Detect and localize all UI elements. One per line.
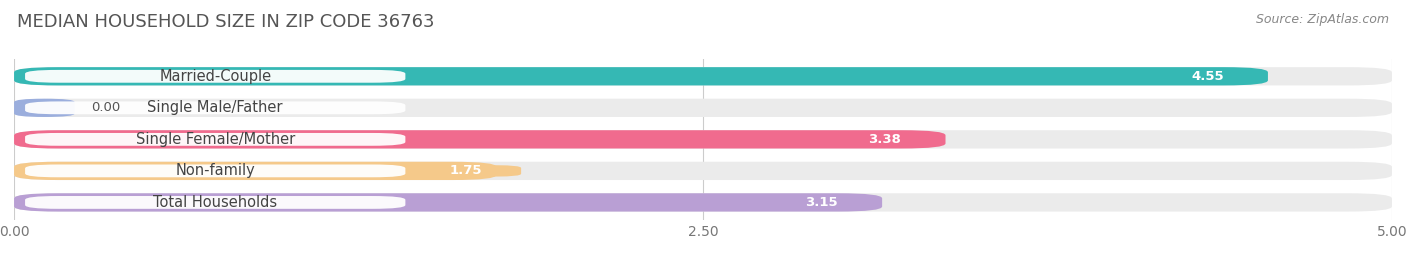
FancyBboxPatch shape [14, 162, 1392, 180]
Text: 0.00: 0.00 [91, 101, 121, 114]
Text: 4.55: 4.55 [1191, 70, 1223, 83]
FancyBboxPatch shape [25, 165, 405, 177]
FancyBboxPatch shape [411, 165, 522, 177]
FancyBboxPatch shape [766, 197, 876, 208]
FancyBboxPatch shape [1152, 71, 1263, 82]
Text: Total Households: Total Households [153, 195, 277, 210]
Text: Single Female/Mother: Single Female/Mother [135, 132, 295, 147]
FancyBboxPatch shape [14, 99, 75, 117]
FancyBboxPatch shape [25, 196, 405, 209]
Text: MEDIAN HOUSEHOLD SIZE IN ZIP CODE 36763: MEDIAN HOUSEHOLD SIZE IN ZIP CODE 36763 [17, 13, 434, 31]
FancyBboxPatch shape [14, 67, 1392, 85]
FancyBboxPatch shape [14, 99, 1392, 117]
FancyBboxPatch shape [25, 133, 405, 146]
Text: Married-Couple: Married-Couple [159, 69, 271, 84]
FancyBboxPatch shape [14, 193, 882, 211]
Text: 1.75: 1.75 [450, 164, 482, 177]
Text: 3.38: 3.38 [869, 133, 901, 146]
FancyBboxPatch shape [14, 67, 1268, 85]
FancyBboxPatch shape [14, 162, 496, 180]
Text: 3.15: 3.15 [806, 196, 838, 209]
FancyBboxPatch shape [25, 70, 405, 83]
FancyBboxPatch shape [14, 193, 1392, 211]
Text: Non-family: Non-family [176, 163, 254, 178]
FancyBboxPatch shape [830, 134, 941, 145]
FancyBboxPatch shape [25, 101, 405, 114]
Text: Single Male/Father: Single Male/Father [148, 100, 283, 115]
FancyBboxPatch shape [14, 130, 1392, 148]
Text: Source: ZipAtlas.com: Source: ZipAtlas.com [1256, 13, 1389, 27]
FancyBboxPatch shape [14, 130, 945, 148]
